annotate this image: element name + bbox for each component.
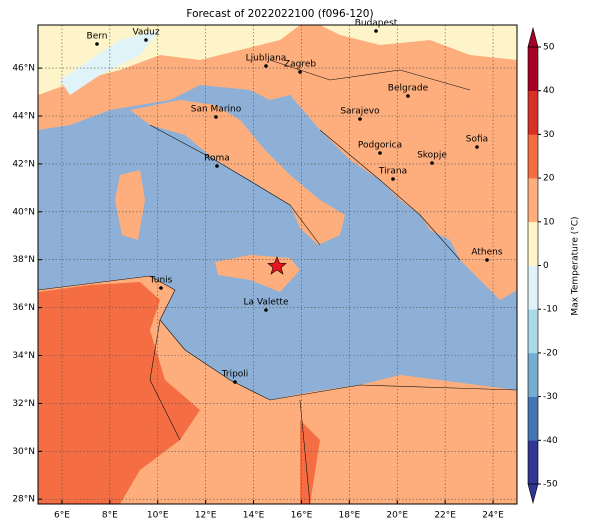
city-label: La Valette (244, 298, 289, 308)
city-dot (144, 38, 148, 42)
city-dot (391, 177, 395, 181)
lat-tick-label: 38°N (12, 255, 35, 265)
lat-tick-label: 44°N (12, 112, 35, 122)
lat-tick-label: 46°N (12, 64, 35, 74)
city-label: Zagreb (284, 60, 316, 70)
city-dot (358, 117, 362, 121)
colorbar-bin (528, 178, 538, 223)
city-label: Sarajevo (340, 107, 380, 117)
colorbar-tick-label: 50 (543, 43, 555, 53)
lat-tick-label: 40°N (12, 207, 35, 217)
star-marker (267, 256, 287, 275)
colorbar-bin (528, 265, 538, 310)
lat-tick-label: 32°N (12, 399, 35, 409)
lat-tick-label: 36°N (12, 303, 35, 313)
title: Forecast of 2022022100 (f096-120) (186, 8, 373, 20)
lon-tick-label: 10°E (147, 511, 169, 521)
city-label: San Marino (191, 105, 242, 115)
colorbar-tick-label: -50 (543, 480, 558, 490)
land (290, 95, 517, 300)
lon-tick-label: 6°E (54, 511, 70, 521)
city-label: Bern (87, 32, 108, 42)
land (38, 282, 200, 504)
land (115, 170, 145, 240)
city-dot (475, 145, 479, 149)
city-dot (374, 29, 378, 33)
lon-tick-label: 12°E (195, 511, 217, 521)
lon-tick-label: 24°E (482, 511, 504, 521)
land (60, 30, 160, 95)
city-label: Tripoli (221, 370, 249, 380)
colorbar-extend-bottom (527, 483, 539, 505)
city-label: Roma (204, 154, 230, 164)
colorbar-bin (528, 47, 538, 91)
lon-tick-label: 22°E (434, 511, 456, 521)
city-dot (214, 115, 218, 119)
colorbar-bin (528, 309, 538, 354)
colorbar-extend-top (527, 26, 539, 48)
colorbar-bin (528, 134, 538, 179)
lon-tick-label: 14°E (243, 511, 265, 521)
city-label: Belgrade (388, 84, 429, 94)
lat-tick-label: 34°N (12, 351, 35, 361)
city-label: Athens (471, 248, 502, 258)
city-dot (298, 70, 302, 74)
map (38, 25, 517, 504)
colorbar-bin (528, 221, 538, 266)
colorbar-bin (528, 396, 538, 441)
lat-tick-label: 30°N (12, 447, 35, 457)
colorbar-tick-label: 40 (543, 86, 555, 96)
city-dot (264, 64, 268, 68)
colorbar-tick-label: 20 (543, 174, 555, 184)
city-label: Sofia (466, 135, 488, 145)
colorbar-tick-label: -40 (543, 436, 558, 446)
city-label: Tirana (378, 167, 407, 177)
city-label: Skopje (417, 151, 447, 161)
city-label: Ljubljana (246, 54, 287, 64)
land (300, 420, 320, 504)
land (38, 25, 300, 95)
city-dot (95, 42, 99, 46)
lat-tick-label: 28°N (12, 495, 35, 505)
city-dot (485, 258, 489, 262)
city-dot (159, 286, 163, 290)
lon-tick-label: 16°E (291, 511, 313, 521)
lat-tick-label: 42°N (12, 159, 35, 169)
lon-tick-label: 8°E (102, 511, 118, 521)
city-dot (406, 94, 410, 98)
land (130, 100, 345, 245)
city-label: Budapest (355, 19, 398, 29)
colorbar-label: Max Temperature (°C) (571, 216, 581, 315)
coastline (38, 59, 517, 504)
colorbar-bin (528, 90, 538, 135)
land (38, 25, 517, 150)
colorbar-bin (528, 352, 538, 397)
map-frame (37, 24, 518, 505)
lon-tick-label: 20°E (386, 511, 408, 521)
city-label: Tunis (149, 276, 173, 286)
colorbar-tick-label: 10 (543, 217, 555, 227)
lon-tick-label: 18°E (339, 511, 361, 521)
colorbar-tick-label: -10 (543, 305, 558, 315)
colorbar-tick-label: -20 (543, 348, 558, 358)
colorbar-tick-label: -30 (543, 392, 558, 402)
colorbar-tick-label: 30 (543, 130, 555, 140)
city-dot (430, 161, 434, 165)
city-dot (215, 164, 219, 168)
city-label: Podgorica (358, 141, 402, 151)
city-dot (264, 308, 268, 312)
land (320, 25, 517, 60)
colorbar-bin (528, 440, 538, 485)
colorbar-tick-label: 0 (543, 261, 549, 271)
city-dot (378, 151, 382, 155)
city-dot (233, 380, 237, 384)
city-label: Vaduz (132, 28, 159, 38)
